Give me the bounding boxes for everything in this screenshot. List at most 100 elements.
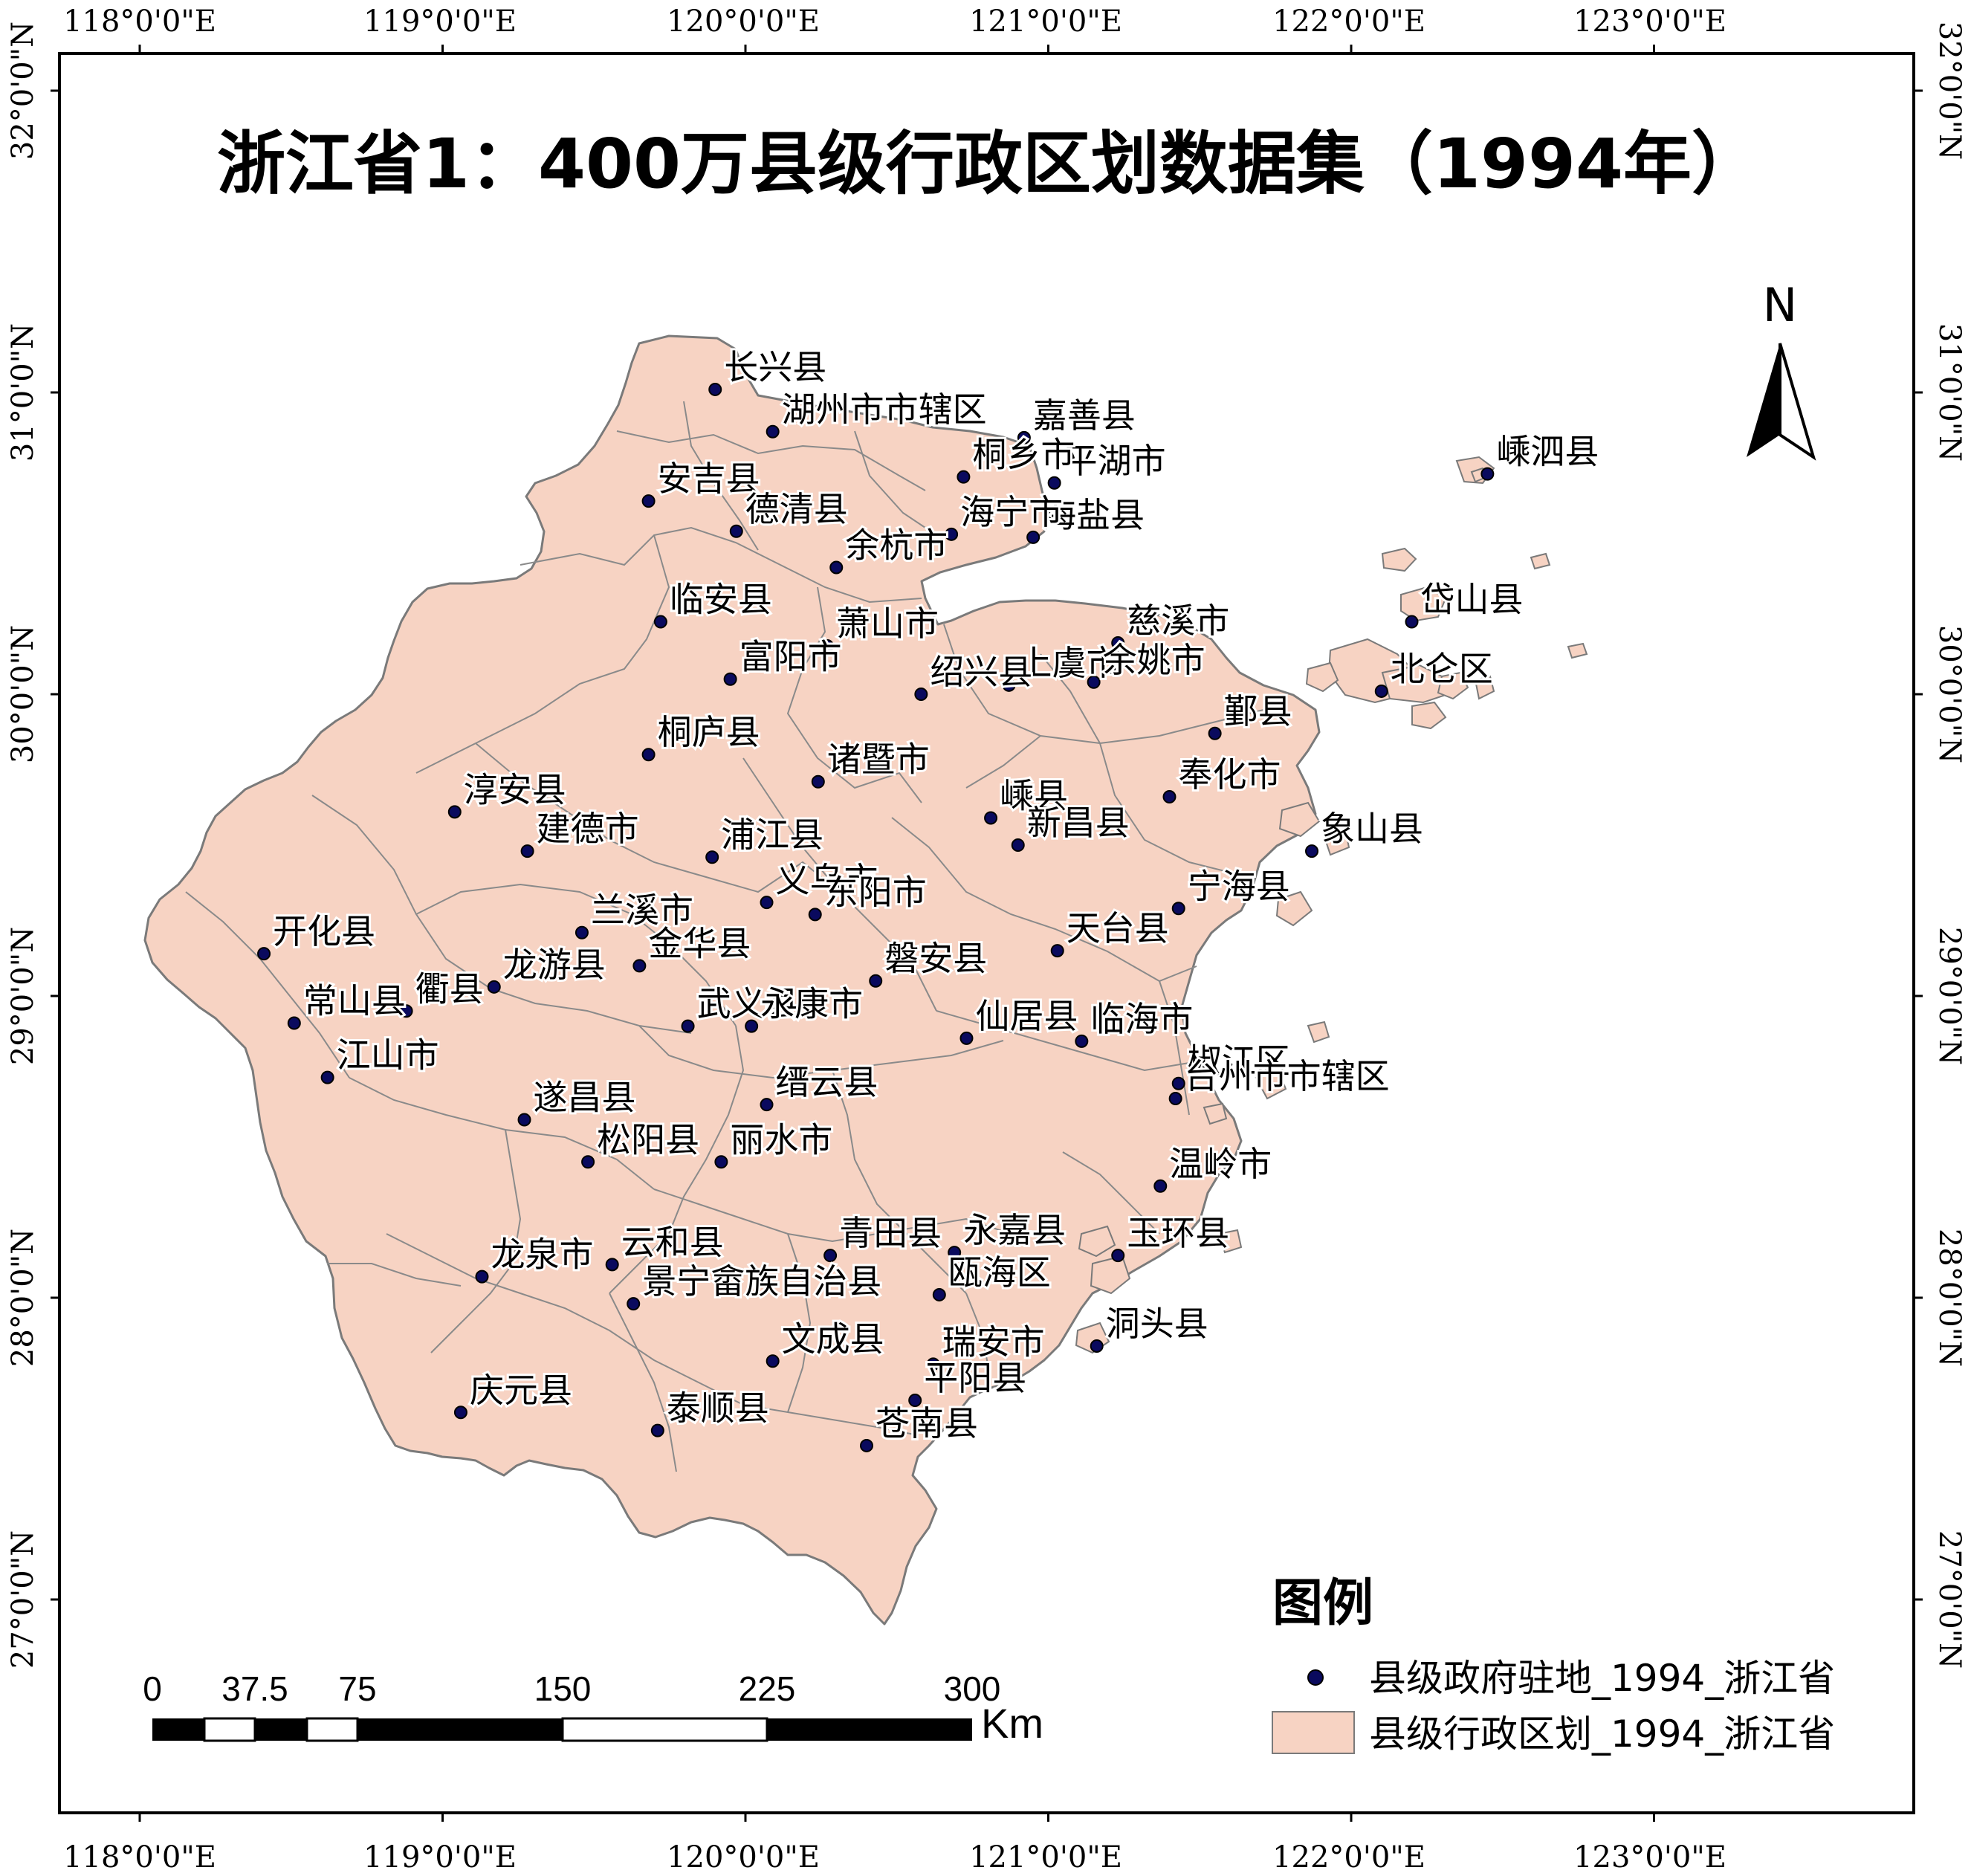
county-seat-point: [1050, 944, 1064, 958]
county-seat-point: [1153, 1179, 1168, 1193]
legend-point-label: 县级政府驻地_1994_浙江省: [1369, 1657, 1835, 1700]
county-seat-point: [948, 1246, 962, 1260]
county-seat-point: [605, 1258, 619, 1272]
county-label: 开化县: [273, 911, 375, 951]
county-seat-point: [705, 850, 719, 864]
county-label: 松阳县: [597, 1119, 699, 1159]
county-seat-point: [575, 925, 589, 939]
graticule-ticks: [51, 45, 1923, 1822]
longitude-labels-bottom: 118°0'0"E 119°0'0"E 120°0'0"E 121°0'0"E …: [63, 1840, 1726, 1875]
north-arrow-right-half: [1779, 343, 1816, 461]
county-label: 鄞县: [1224, 691, 1292, 731]
county-seat-point: [984, 811, 998, 825]
county-seat-point: [1075, 1034, 1089, 1048]
county-label: 青田县: [839, 1213, 942, 1253]
county-label: 洞头县: [1106, 1304, 1208, 1344]
county-label: 嵊泗县: [1496, 432, 1599, 472]
county-seat-point: [1002, 678, 1016, 692]
lon-label: 123°0'0"E: [1573, 1840, 1726, 1875]
county-seat-point: [287, 1016, 301, 1030]
lon-label: 119°0'0"E: [363, 1840, 517, 1875]
county-label: 椒江区: [1188, 1041, 1290, 1081]
county-label: 绍兴县: [930, 652, 1032, 692]
county-label: 建德市: [537, 809, 639, 849]
county-seat-point: [1374, 684, 1388, 698]
county-seat-point: [766, 424, 780, 439]
lat-label: 28°0'0"N: [6, 1229, 40, 1367]
lon-label: 119°0'0"E: [363, 4, 517, 39]
county-label: 岱山县: [1421, 580, 1524, 620]
county-label: 龙泉市: [491, 1235, 593, 1275]
county-seat-point: [869, 974, 883, 988]
county-seat-point: [708, 382, 722, 396]
lon-label: 118°0'0"E: [63, 1840, 216, 1875]
legend-title: 图例: [1272, 1574, 1373, 1633]
county-label: 东阳市: [824, 872, 927, 912]
county-label: 湖州市市辖区: [782, 389, 987, 430]
county-label: 诸暨市: [827, 740, 930, 780]
lat-label: 32°0'0"N: [1932, 22, 1967, 160]
county-seat-point: [632, 959, 647, 973]
county-label: 海盐县: [1042, 495, 1145, 535]
county-label: 慈溪市: [1127, 601, 1229, 641]
county-seat-point: [1405, 615, 1419, 629]
scale-label: 300: [944, 1669, 1001, 1708]
county-seat-point: [1111, 1249, 1125, 1263]
county-seat-point: [517, 1113, 531, 1127]
county-seat-point: [1090, 1339, 1104, 1353]
lat-label: 30°0'0"N: [6, 625, 40, 763]
county-seat-point: [1011, 838, 1025, 852]
county-seat-point: [447, 805, 462, 819]
county-label: 平阳县: [924, 1358, 1026, 1398]
county-seat-point: [581, 1155, 595, 1169]
county-seat-point: [829, 560, 844, 575]
county-seat-point: [1305, 844, 1319, 858]
legend-point-symbol: [1307, 1669, 1324, 1686]
county-seat-point: [1480, 467, 1495, 481]
county-label: 嘉善县: [1033, 395, 1136, 436]
county-seat-point: [681, 1019, 695, 1033]
county-seat-point: [860, 1438, 873, 1452]
county-seat-point: [257, 947, 271, 961]
county-seat-point: [320, 1070, 334, 1084]
county-seat-point: [745, 1019, 759, 1033]
map-title: 浙江省1：400万县级行政区划数据集（1994年）: [217, 124, 1760, 204]
scale-unit: Km: [981, 1700, 1043, 1747]
county-label: 武义县: [697, 984, 800, 1024]
lat-label: 30°0'0"N: [1932, 625, 1967, 763]
county-label: 萧山市: [836, 604, 939, 644]
lon-label: 121°0'0"E: [969, 4, 1122, 39]
county-label: 金华县: [648, 923, 751, 963]
county-label: 永康市: [760, 984, 863, 1024]
county-label: 平湖市: [1064, 441, 1166, 481]
islands: [1075, 456, 1588, 1354]
county-label: 衢县: [415, 968, 484, 1009]
county-seat-point: [957, 470, 971, 484]
county-label: 常山县: [303, 981, 406, 1021]
county-seat-point: [760, 896, 774, 910]
lat-label: 31°0'0"N: [1932, 323, 1967, 462]
county-seat-point: [453, 1406, 467, 1420]
county-label: 景宁畲族自治县: [642, 1261, 881, 1301]
county-seat-point: [1168, 1092, 1182, 1106]
county-label: 桐庐县: [658, 712, 760, 752]
county-seat-point: [487, 980, 501, 994]
county-label: 兰溪市: [591, 890, 693, 931]
north-arrow-left-half: [1747, 343, 1780, 457]
county-label: 浦江县: [721, 815, 823, 855]
county-label: 嵊县: [1000, 775, 1068, 815]
scale-label: 150: [534, 1669, 592, 1708]
lon-label: 118°0'0"E: [63, 4, 216, 39]
latitude-labels-right: 32°0'0"N 31°0'0"N 30°0'0"N 29°0'0"N 28°0…: [1932, 22, 1967, 1669]
county-seat-point: [914, 688, 928, 701]
county-label: 淳安县: [464, 769, 566, 809]
county-label: 文成县: [782, 1319, 884, 1359]
north-arrow-label: N: [1763, 278, 1797, 332]
county-label: 庆元县: [470, 1370, 572, 1410]
scale-label: 37.5: [221, 1669, 288, 1708]
lon-label: 121°0'0"E: [969, 1840, 1122, 1875]
county-label: 温岭市: [1169, 1144, 1272, 1184]
county-label: 余姚市: [1103, 640, 1205, 680]
lat-label: 31°0'0"N: [6, 323, 40, 462]
